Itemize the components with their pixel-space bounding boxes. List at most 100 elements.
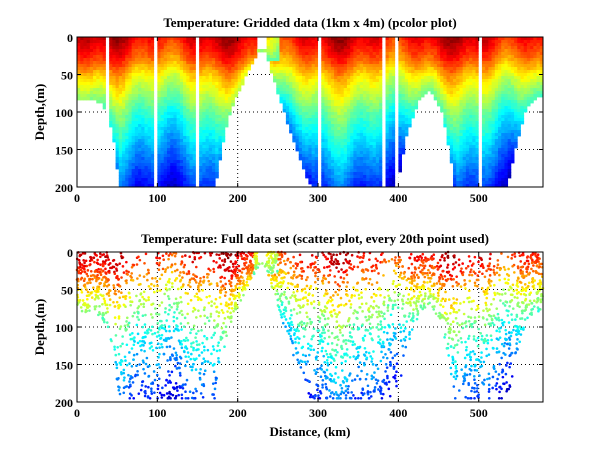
pcolor-cell <box>334 160 338 163</box>
pcolor-cell <box>459 106 463 109</box>
pcolor-cell <box>289 43 293 46</box>
pcolor-cell <box>112 82 116 85</box>
pcolor-cell <box>83 73 87 76</box>
pcolor-cell <box>225 103 229 106</box>
pcolor-cell <box>177 79 181 82</box>
pcolor-cell <box>379 154 383 157</box>
pcolor-cell <box>186 46 190 49</box>
pcolor-cell <box>109 58 113 61</box>
pcolor-cell <box>331 118 335 121</box>
pcolor-cell <box>196 127 200 130</box>
pcolor-cell <box>463 112 467 115</box>
pcolor-cell <box>379 118 383 121</box>
pcolor-cell <box>482 133 486 136</box>
pcolor-cell <box>369 79 373 82</box>
pcolor-cell <box>321 73 325 76</box>
pcolor-cell <box>363 166 367 169</box>
pcolor-cell <box>292 58 296 61</box>
pcolor-cell <box>231 40 235 43</box>
pcolor-cell <box>337 109 341 112</box>
pcolor-cell <box>459 64 463 67</box>
pcolor-cell <box>119 151 123 154</box>
pcolor-cell <box>231 103 235 106</box>
pcolor-cell <box>350 175 354 178</box>
pcolor-cell <box>447 67 451 70</box>
pcolor-cell <box>289 85 293 88</box>
pcolor-cell <box>112 103 116 106</box>
pcolor-cell <box>447 88 451 91</box>
pcolor-cell <box>398 82 402 85</box>
pcolor-cell <box>453 49 457 52</box>
pcolor-cell <box>347 85 351 88</box>
pcolor-cell <box>116 163 120 166</box>
pcolor-cell <box>209 124 213 127</box>
pcolor-cell <box>164 127 168 130</box>
pcolor-cell <box>369 121 373 124</box>
pcolor-cell <box>177 148 181 151</box>
pcolor-cell <box>289 94 293 97</box>
pcolor-cell <box>363 130 367 133</box>
pcolor-cell <box>202 100 206 103</box>
pcolor-cell <box>292 115 296 118</box>
pcolor-cell <box>305 49 309 52</box>
pcolor-cell <box>302 43 306 46</box>
pcolor-cell <box>109 124 113 127</box>
pcolor-cell <box>196 109 200 112</box>
pcolor-cell <box>395 79 399 82</box>
pcolor-cell <box>116 121 120 124</box>
pcolor-cell <box>308 40 312 43</box>
pcolor-cell <box>382 175 386 178</box>
pcolor-cell <box>398 136 402 139</box>
pcolor-cell <box>389 103 393 106</box>
pcolor-cell <box>135 40 139 43</box>
pcolor-cell <box>386 154 390 157</box>
pcolor-cell <box>379 85 383 88</box>
pcolor-cell <box>218 97 222 100</box>
pcolor-cell <box>459 160 463 163</box>
pcolor-cell <box>341 79 345 82</box>
pcolor-cell <box>379 103 383 106</box>
pcolor-cell <box>138 154 142 157</box>
pcolor-cell <box>125 130 129 133</box>
pcolor-cell <box>382 157 386 160</box>
pcolor-cell <box>215 106 219 109</box>
pcolor-cell <box>315 49 319 52</box>
pcolor-cell <box>456 133 460 136</box>
pcolor-cell <box>363 67 367 70</box>
pcolor-cell <box>164 178 168 181</box>
pcolor-cell <box>151 163 155 166</box>
pcolor-cell <box>80 58 84 61</box>
pcolor-cell <box>218 148 222 151</box>
pcolor-cell <box>360 166 364 169</box>
pcolor-cell <box>344 115 348 118</box>
pcolor-cell <box>296 52 300 55</box>
pcolor-cell <box>324 91 328 94</box>
pcolor-cell <box>472 70 476 73</box>
pcolor-cell <box>170 139 174 142</box>
pcolor-cell <box>386 127 390 130</box>
pcolor-cell <box>222 43 226 46</box>
pcolor-cell <box>366 118 370 121</box>
pcolor-cell <box>379 82 383 85</box>
pcolor-cell <box>357 121 361 124</box>
pcolor-cell <box>254 43 258 46</box>
pcolor-cell <box>177 181 181 184</box>
pcolor-cell <box>482 163 486 166</box>
pcolor-cell <box>289 109 293 112</box>
pcolor-cell <box>173 154 177 157</box>
pcolor-cell <box>141 55 145 58</box>
pcolor-cell <box>389 70 393 73</box>
pcolor-cell <box>77 43 81 46</box>
pcolor-cell <box>154 94 158 97</box>
pcolor-cell <box>392 64 396 67</box>
pcolor-cell <box>209 61 213 64</box>
pcolor-cell <box>125 148 129 151</box>
pcolor-cell <box>173 43 177 46</box>
pcolor-cell <box>99 94 103 97</box>
pcolor-cell <box>369 139 373 142</box>
pcolor-cell <box>132 85 136 88</box>
pcolor-cell <box>376 55 380 58</box>
pcolor-cell <box>276 43 280 46</box>
pcolor-cell <box>128 106 132 109</box>
pcolor-cell <box>170 118 174 121</box>
